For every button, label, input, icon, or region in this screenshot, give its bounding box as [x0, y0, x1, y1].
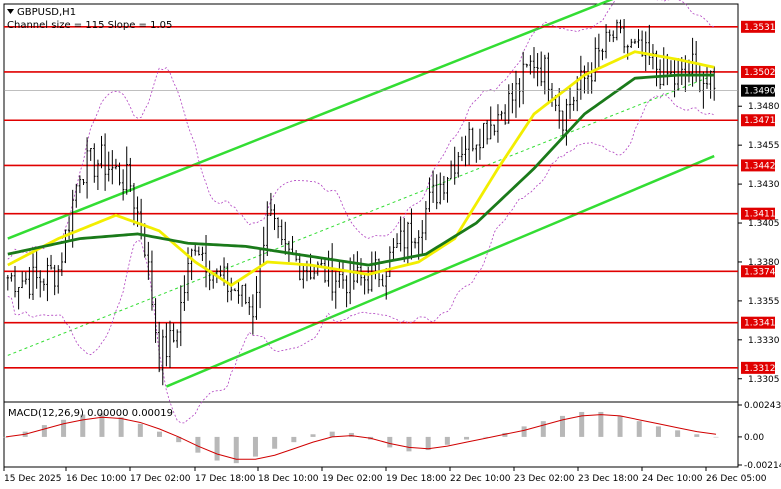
level-label: 1.3471 — [744, 116, 776, 126]
macd-label: MACD(12,26,9) 0.00000 0.00019 — [8, 408, 173, 419]
price-tick-label: 1.3405 — [748, 219, 780, 229]
macd-hist-bar — [444, 436, 450, 445]
current-price-tag — [741, 84, 775, 97]
macd-hist-bar — [118, 417, 124, 437]
price-tick-label: 1.3430 — [748, 180, 780, 190]
macd-hist-bar — [61, 419, 67, 437]
level-label: 1.3531 — [744, 23, 776, 33]
macd-hist-bar — [252, 436, 258, 457]
bollinger-bands — [7, 0, 715, 424]
support-resistance-levels: 1.3531 1.3502 1.3471 1.3442 1.3411 1.3374 1.33… — [4, 20, 776, 374]
time-tick-label: 17 Dec 18:00 — [195, 474, 256, 484]
macd-hist-bar — [348, 432, 354, 437]
macd-hist-bar — [617, 415, 623, 437]
channel-mid-line — [7, 74, 715, 356]
macd-hist-bar — [540, 421, 546, 437]
time-tick-label: 16 Dec 10:00 — [66, 474, 127, 484]
macd-hist-bar — [636, 421, 642, 437]
level-label: 1.3374 — [744, 267, 776, 277]
price-tick-label: 1.3305 — [748, 375, 780, 385]
macd-hist-bar — [310, 434, 316, 437]
time-tick-label: 24 Dec 10:00 — [642, 474, 703, 484]
macd-hist-bar — [329, 431, 335, 437]
price-tick-label: 1.3455 — [748, 141, 780, 151]
macd-hist-bar — [559, 415, 565, 437]
level-label: 1.3411 — [744, 210, 776, 220]
moving-averages — [7, 50, 715, 287]
sma-green-line — [7, 73, 715, 267]
level-label: 1.3442 — [744, 161, 776, 171]
bollinger-up-line — [7, 0, 715, 260]
price-tick-label: 1.3380 — [748, 258, 780, 268]
macd-panel: 0.00243 0.00 -0.00214 — [3, 401, 781, 471]
price-axis: 1.3305 1.3330 1.3355 1.3380 1.3405 1.3430 1.34… — [4, 84, 780, 385]
macd-hist-bar — [655, 426, 661, 437]
level-tag — [741, 207, 775, 220]
time-tick-label: 15 Dec 2025 — [4, 474, 62, 484]
price-tick-label: 1.3330 — [748, 336, 780, 346]
dropdown-triangle-icon[interactable] — [7, 9, 14, 14]
sma-yellow-line — [7, 50, 715, 287]
bollinger-lo-line — [7, 92, 715, 424]
macd-hist-bar — [291, 436, 297, 443]
macd-hist-bar — [272, 436, 278, 449]
channel-upper-line — [7, 0, 614, 240]
macd-hist-bar — [157, 431, 163, 437]
macd-hist-bar — [579, 411, 585, 437]
price-tick-label: 1.3480 — [748, 102, 780, 112]
time-tick-label: 23 Dec 18:00 — [578, 474, 639, 484]
macd-hist-bar — [464, 436, 470, 440]
macd-hist-bar — [521, 426, 527, 437]
macd-hist-bar — [195, 436, 201, 453]
macd-hist-bar — [176, 436, 182, 443]
level-label: 1.3341 — [744, 319, 776, 329]
macd-hist-bar — [387, 436, 393, 448]
macd-hist-bar — [80, 414, 86, 437]
time-tick-label: 18 Dec 10:00 — [258, 474, 319, 484]
time-axis: 15 Dec 2025 16 Dec 10:00 17 Dec 02:00 17 De… — [3, 467, 767, 484]
channel-info: Channel size = 115 Slope = 1.05 — [7, 20, 172, 31]
macd-hist-bar — [214, 436, 220, 461]
macd-hist-bar — [502, 432, 508, 437]
price-tick-label: 1.3355 — [748, 297, 780, 307]
macd-hist-bar — [483, 436, 489, 438]
level-tag — [741, 20, 775, 33]
level-tag — [741, 265, 775, 278]
level-tag — [741, 159, 775, 172]
macd-tick-label: -0.00214 — [744, 461, 781, 471]
current-price-label: 1.3490 — [744, 87, 776, 97]
macd-tick-label: 0.00 — [744, 433, 764, 443]
macd-hist-bar — [425, 436, 431, 451]
macd-hist-bar — [41, 425, 47, 437]
level-tag — [741, 316, 775, 329]
macd-hist-bar — [694, 434, 700, 437]
macd-hist-bar — [598, 411, 604, 437]
time-tick-label: 17 Dec 02:00 — [130, 474, 191, 484]
macd-hist-bar — [3, 436, 9, 438]
macd-hist-bar — [137, 423, 143, 437]
macd-hist-bar — [675, 430, 681, 437]
level-label: 1.3502 — [744, 68, 776, 78]
time-tick-label: 26 Dec 05:00 — [706, 474, 767, 484]
macd-hist-bar — [713, 436, 719, 438]
time-tick-label: 23 Dec 02:00 — [514, 474, 575, 484]
symbol-title: GBPUSD,H1 — [17, 7, 76, 18]
macd-tick-label: 0.00243 — [744, 401, 781, 411]
level-tag — [741, 65, 775, 78]
candles — [6, 18, 716, 386]
macd-hist-bar — [406, 436, 412, 452]
time-tick-label: 19 Dec 02:00 — [322, 474, 383, 484]
time-tick-label: 22 Dec 10:00 — [450, 474, 511, 484]
level-label: 1.3312 — [744, 364, 776, 374]
macd-signal-line — [5, 414, 717, 460]
macd-hist-bar — [233, 436, 239, 464]
level-tag — [741, 114, 775, 127]
time-tick-label: 19 Dec 18:00 — [386, 474, 447, 484]
macd-hist-bar — [99, 413, 105, 437]
level-tag — [741, 361, 775, 374]
